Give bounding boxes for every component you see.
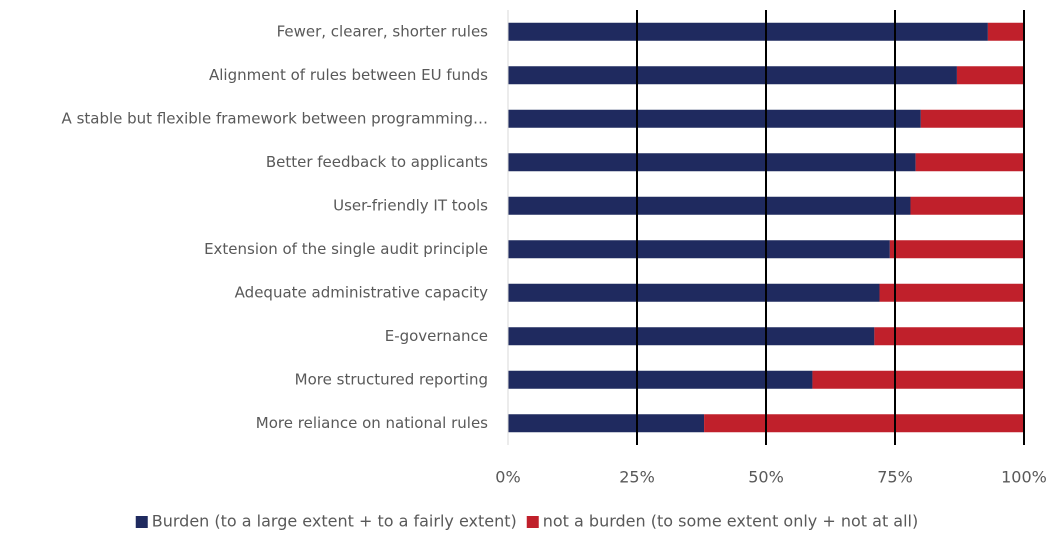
- bar-segment: [508, 109, 921, 128]
- bar-segment: [508, 283, 880, 302]
- bar-segment: [987, 22, 1024, 41]
- bar-segment: [879, 283, 1024, 302]
- legend-label: not a burden (to some extent only + not …: [543, 512, 919, 531]
- y-tick-label: More structured reporting: [295, 370, 488, 388]
- y-tick-label: A stable but flexible framework between …: [62, 109, 488, 127]
- y-tick-label: User-friendly IT tools: [333, 196, 488, 214]
- bar-segment: [704, 414, 1024, 433]
- bar-segment: [920, 109, 1024, 128]
- bar-segment: [889, 240, 1024, 259]
- x-tick-label: 25%: [619, 468, 655, 487]
- y-tick-label: More reliance on national rules: [256, 414, 488, 432]
- y-tick-label: E-governance: [385, 327, 488, 345]
- bar-segment: [508, 153, 916, 172]
- bar-segment: [956, 66, 1024, 85]
- y-tick-label: Fewer, clearer, shorter rules: [277, 22, 489, 40]
- legend-swatch: [135, 516, 148, 528]
- bar-segment: [508, 196, 911, 215]
- bar-segment: [508, 240, 890, 259]
- bar-segment: [910, 196, 1024, 215]
- bar-segment: [508, 370, 813, 389]
- y-tick-label: Alignment of rules between EU funds: [209, 66, 488, 84]
- grid: [507, 10, 1025, 445]
- y-tick-label: Adequate administrative capacity: [235, 283, 488, 301]
- bar-segment: [508, 22, 988, 41]
- y-tick-label: Extension of the single audit principle: [204, 240, 488, 258]
- legend-swatch: [526, 516, 539, 528]
- bar-segment: [812, 370, 1024, 389]
- bar-segment: [508, 327, 875, 346]
- y-tick-label: Better feedback to applicants: [266, 153, 488, 171]
- x-tick-label: 50%: [748, 468, 784, 487]
- bar-segment: [508, 66, 957, 85]
- bar-segment: [874, 327, 1024, 346]
- x-tick-label: 100%: [1001, 468, 1047, 487]
- bar-segment: [508, 414, 705, 433]
- x-tick-label: 75%: [877, 468, 913, 487]
- x-tick-label: 0%: [495, 468, 520, 487]
- legend-label: Burden (to a large extent + to a fairly …: [152, 512, 517, 531]
- bar-segment: [915, 153, 1024, 172]
